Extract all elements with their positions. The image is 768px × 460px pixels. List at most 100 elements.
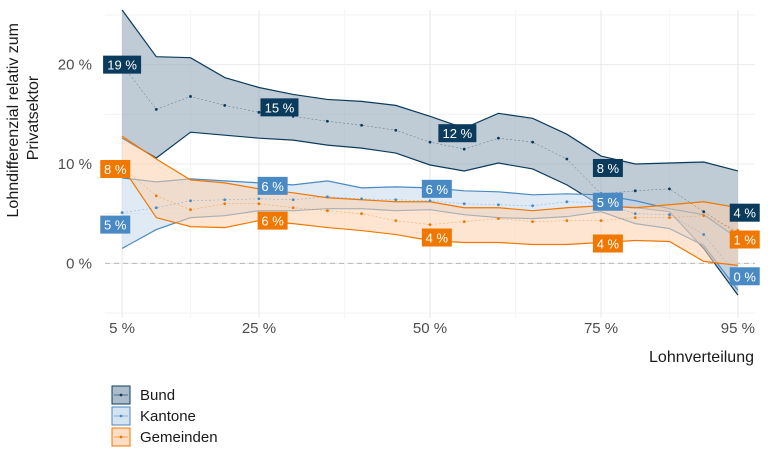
data-label: 4 % <box>729 203 760 222</box>
x-tick-label: 50 % <box>413 320 447 337</box>
median-point <box>291 206 295 210</box>
upper-line-bund <box>121 9 739 172</box>
x-tick-label: 95 % <box>721 320 755 337</box>
median-point <box>497 217 500 221</box>
data-label-text: 12 % <box>443 126 473 141</box>
median-point <box>633 212 637 216</box>
data-label: 1 % <box>729 230 760 249</box>
data-label-text: 4 % <box>426 231 449 246</box>
x-tick-label: 25 % <box>242 320 276 337</box>
median-point <box>154 194 158 198</box>
data-label-box <box>100 159 131 178</box>
median-point <box>497 203 500 207</box>
median-point <box>497 136 500 140</box>
median-point <box>462 202 466 206</box>
median-point <box>565 157 569 161</box>
y-axis-title-group: Lohndifferenzial relativ zum Privatsekto… <box>5 19 42 218</box>
median-point <box>325 209 329 213</box>
data-label-box <box>592 158 623 177</box>
median-point <box>531 204 535 208</box>
y-axis-title-line-2: Privatsektor <box>25 75 42 160</box>
median-point <box>120 211 124 215</box>
median-point <box>599 219 603 223</box>
y-tick-label: 20 % <box>58 57 92 74</box>
median-point <box>325 195 329 199</box>
data-label-text: 8 % <box>104 162 127 177</box>
median-point <box>223 103 227 107</box>
legend-item-gemeinden: Gemeinden <box>111 427 218 447</box>
median-point <box>394 198 398 202</box>
median-point <box>702 214 706 218</box>
data-label-text: 6 % <box>261 179 284 194</box>
data-label-text: 0 % <box>734 269 757 284</box>
y-tick-label: 0 % <box>66 255 92 272</box>
median-point <box>394 219 398 223</box>
legend-item-kantone: Kantone <box>111 406 196 426</box>
legend-swatch-point <box>119 393 123 397</box>
legend: Bund Kantone Gemeinden <box>111 385 218 447</box>
data-label: 8 % <box>592 158 623 177</box>
data-label-box <box>100 215 131 234</box>
median-point <box>257 197 261 201</box>
data-label-text: 19 % <box>107 58 137 73</box>
median-point <box>668 187 671 191</box>
median-point <box>633 189 637 193</box>
median-point <box>189 199 192 203</box>
data-label-box <box>103 55 142 74</box>
x-axis-title: Lohnverteilung <box>649 349 754 366</box>
median-point <box>565 200 569 204</box>
median-point <box>394 128 398 132</box>
median-points <box>120 63 740 278</box>
data-label: 4 % <box>421 228 452 247</box>
data-label-box <box>729 203 760 222</box>
data-label-text: 6 % <box>426 182 449 197</box>
data-label-text: 5 % <box>597 195 620 210</box>
data-label-text: 15 % <box>265 100 295 115</box>
y-axis: 0 % 10 % 20 % <box>58 57 92 273</box>
median-point <box>291 198 295 202</box>
data-label-box <box>421 228 452 247</box>
median-point <box>531 220 535 224</box>
median-point <box>668 216 671 220</box>
data-label-text: 4 % <box>597 236 620 251</box>
data-label: 0 % <box>729 267 760 286</box>
median-point <box>154 107 158 111</box>
median-point <box>462 220 466 224</box>
data-label-text: 8 % <box>597 161 620 176</box>
legend-swatch-point <box>119 435 123 439</box>
data-label: 8 % <box>100 159 131 178</box>
data-label: 6 % <box>257 211 288 230</box>
median-point <box>325 119 329 123</box>
median-point <box>257 110 261 114</box>
data-label-box <box>592 234 623 253</box>
data-label-box <box>438 124 477 143</box>
data-label-box <box>729 230 760 249</box>
legend-item-bund: Bund <box>111 385 175 405</box>
y-axis-title-line-1: Lohndifferenzial relativ zum <box>5 23 22 217</box>
data-label-box <box>257 176 288 195</box>
x-tick-label: 5 % <box>109 320 135 337</box>
median-point <box>531 140 535 144</box>
data-label: 4 % <box>592 234 623 253</box>
ribbon-gemeinden <box>122 136 738 266</box>
legend-swatch-point <box>119 414 123 418</box>
y-axis-title: Lohndifferenzial relativ zum Privatsekto… <box>5 19 42 218</box>
y-tick-label: 10 % <box>58 156 92 173</box>
median-point <box>257 202 261 206</box>
median-point <box>668 213 671 217</box>
median-point <box>428 140 432 144</box>
median-point <box>154 206 158 210</box>
data-label-box <box>729 267 760 286</box>
median-point <box>360 212 363 216</box>
median-point <box>702 233 706 236</box>
data-label-text: 6 % <box>261 214 284 229</box>
data-label: 12 % <box>438 124 477 143</box>
data-labels: 19 % 15 % 12 % 8 % 4 % 5 % 6 % 6 % 5 % 0 % 8 % 6 % 4… <box>100 55 760 286</box>
data-label: 5 % <box>592 192 623 211</box>
median-point <box>223 202 227 206</box>
median-point <box>223 198 227 202</box>
data-label: 19 % <box>103 55 142 74</box>
median-point <box>633 216 637 220</box>
legend-label: Bund <box>140 387 175 404</box>
